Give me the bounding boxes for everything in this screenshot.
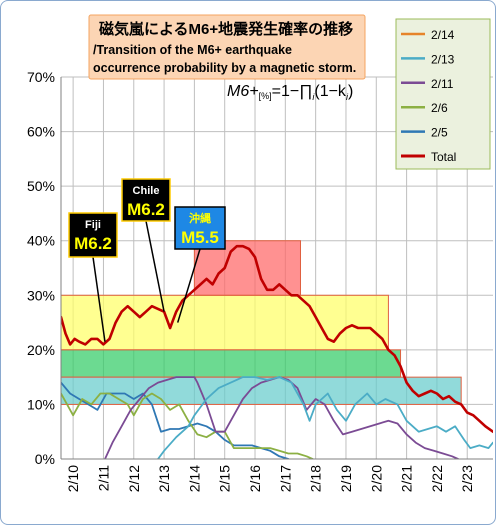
x-tick-label: 2/12 xyxy=(126,465,142,492)
annotation-place-okinawa: 沖縄 xyxy=(189,211,211,225)
x-tick-label: 2/13 xyxy=(156,465,172,492)
x-tick-label: 2/22 xyxy=(429,465,445,492)
x-tick-labels: 2/10 2/11 2/12 2/13 2/14 2/15 2/16 2/17 2/18 2/19… xyxy=(65,465,475,492)
title-box: 磁気嵐によるM6+地震発生確率の推移 /Transition of the M6… xyxy=(88,14,366,80)
annotation-box-okinawa xyxy=(174,206,226,250)
series-lines xyxy=(61,244,493,459)
probability-band xyxy=(61,376,462,405)
annotations: Fiji M6.2 Chile M6.2 沖縄 M5.5 xyxy=(68,178,226,342)
legend-label: 2/11 xyxy=(431,77,454,91)
probability-bands xyxy=(61,240,462,405)
annotation-pointer xyxy=(92,256,106,342)
x-tick-label: 2/20 xyxy=(368,465,384,492)
legend-label: Total xyxy=(431,150,456,164)
series-line-26 xyxy=(61,392,314,459)
chart-title: 磁気嵐によるM6+地震発生確率の推移 xyxy=(99,20,353,38)
axes xyxy=(60,77,493,460)
annotation-place-chile: Chile xyxy=(133,185,160,197)
x-tick-label: 2/23 xyxy=(459,465,475,492)
formula-close: ) xyxy=(348,83,353,100)
legend-label: 2/14 xyxy=(431,28,455,42)
y-tick-label: 70% xyxy=(27,69,55,85)
y-tick-label: 0% xyxy=(35,451,55,467)
x-tick-label: 2/16 xyxy=(247,465,263,492)
probability-formula: M6+[%]=1−∏i(1−ki) xyxy=(227,83,353,102)
annotation-magnitude-okinawa: M5.5 xyxy=(181,228,219,247)
annotation-magnitude-fiji: M6.2 xyxy=(74,234,112,253)
annotation-pointer xyxy=(176,248,201,323)
probability-band xyxy=(61,294,389,351)
annotation-box-fiji xyxy=(68,212,118,258)
y-tick-label: 10% xyxy=(27,396,55,412)
y-tick-labels: 0% 10% 20% 30% 40% 50% 60% 70% xyxy=(27,69,55,467)
annotation-place-fiji: Fiji xyxy=(85,219,101,231)
formula-tail-index: i xyxy=(346,92,349,102)
x-tick-label: 2/18 xyxy=(308,465,324,492)
x-tick-label: 2/19 xyxy=(338,465,354,492)
series-line-213 xyxy=(157,376,493,459)
y-tick-label: 50% xyxy=(27,178,55,194)
formula-tail: (1−k xyxy=(314,83,347,100)
svg-text:M6+[%]=1−∏i(1−ki): M6+[%]=1−∏i(1−ki) xyxy=(227,83,353,102)
series-line-25 xyxy=(61,381,290,459)
y-tick-label: 30% xyxy=(27,287,55,303)
y-tick-label: 60% xyxy=(27,124,55,140)
x-tick-label: 2/17 xyxy=(277,465,293,492)
annotation-box-chile xyxy=(121,178,171,222)
chart-subtitle-line2: occurrence probability by a magnetic sto… xyxy=(93,61,356,75)
series-line-Total xyxy=(61,244,493,434)
y-tick-label: 40% xyxy=(27,233,55,249)
legend: 2/14 2/13 2/11 2/6 2/5 Total xyxy=(395,18,491,170)
legend-label: 2/5 xyxy=(431,126,448,140)
x-tick-label: 2/10 xyxy=(65,465,81,492)
x-tick-label: 2/14 xyxy=(186,465,202,492)
y-tick-label: 20% xyxy=(27,342,55,358)
legend-label: 2/13 xyxy=(431,52,455,66)
formula-index: i xyxy=(312,92,315,102)
formula-left: M6+ xyxy=(227,83,259,100)
x-tick-label: 2/11 xyxy=(95,465,111,491)
legend-box xyxy=(395,18,491,170)
chart-subtitle-line1: /Transition of the M6+ earthquake xyxy=(93,43,292,57)
formula-sub: [%] xyxy=(259,91,272,101)
annotation-magnitude-chile: M6.2 xyxy=(127,200,165,219)
legend-label: 2/6 xyxy=(431,101,448,115)
x-tick-label: 2/21 xyxy=(399,465,415,492)
x-tick-label: 2/15 xyxy=(217,465,233,492)
probability-band xyxy=(61,349,402,378)
annotation-pointer xyxy=(145,220,165,312)
formula-right: =1−∏ xyxy=(272,83,313,100)
